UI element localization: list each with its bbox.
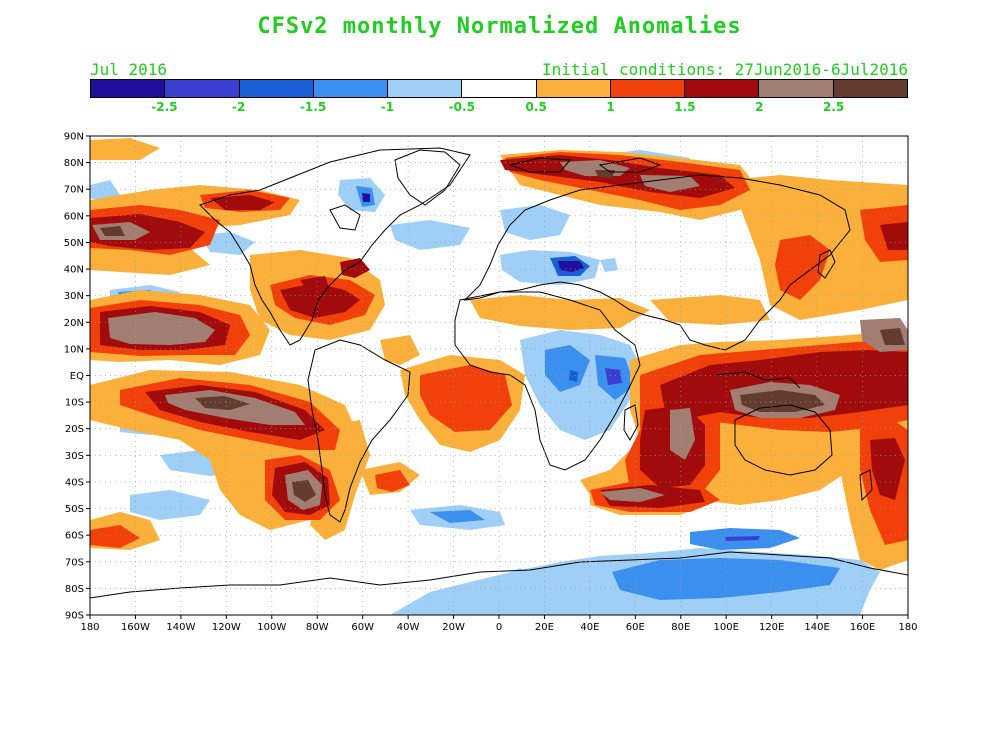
lat-label: 50S xyxy=(65,504,84,515)
lat-label: 10N xyxy=(64,344,84,355)
lon-label: 20W xyxy=(442,622,465,633)
latitude-labels: 90N 80N 70N 60N 50N 40N 30N 20N 10N EQ 10S 20S 30S 40… xyxy=(64,132,84,622)
color-bar-segment xyxy=(610,80,686,97)
color-bar-label: 1 xyxy=(606,100,615,114)
color-bar-segment xyxy=(239,80,314,97)
lon-label: 120E xyxy=(759,622,784,633)
longitude-labels: 180 160W 140W 120W 100W 80W 60W 40W 20W 0 20E 40E 60… xyxy=(80,622,917,633)
color-bar-segment xyxy=(759,80,834,97)
lat-label: 60S xyxy=(65,531,84,542)
color-bar-label: -2 xyxy=(232,100,246,114)
color-bar-segment xyxy=(165,80,240,97)
color-bar-label: 1.5 xyxy=(674,100,696,114)
color-bar-segment xyxy=(313,80,389,97)
color-bar-label: -2.5 xyxy=(151,100,178,114)
lon-label: 80W xyxy=(306,622,329,633)
lon-label: 0 xyxy=(496,622,502,633)
lon-label: 160W xyxy=(121,622,150,633)
lat-label: 20N xyxy=(64,318,84,329)
color-bar-segment xyxy=(91,80,166,97)
lat-label: 90N xyxy=(64,132,84,143)
coast-greenland xyxy=(394,149,461,206)
positive-anomaly-areas xyxy=(90,138,908,570)
coast-novaya-zemlya xyxy=(598,157,662,173)
color-bar-segment xyxy=(536,80,611,97)
coast-australia xyxy=(734,404,833,476)
lon-label: 140W xyxy=(166,622,195,633)
lat-label: 70N xyxy=(64,185,84,196)
lat-label: 40S xyxy=(65,477,84,488)
lon-label: 180 xyxy=(898,622,917,633)
lon-label: 40E xyxy=(580,622,599,633)
lat-label: EQ xyxy=(70,371,84,382)
coast-new-zealand xyxy=(859,469,873,502)
color-bar-segment xyxy=(685,80,760,97)
lon-label: 40W xyxy=(397,622,420,633)
coast-south-america xyxy=(307,339,411,523)
color-bar-label: 2.5 xyxy=(822,100,845,114)
lat-label: 50N xyxy=(64,238,84,249)
lon-label: 60W xyxy=(351,622,374,633)
lat-label: 20S xyxy=(65,424,84,435)
color-bar-labels: -2.5 -2 -1.5 -1 -0.5 0.5 1 1.5 2 2.5 xyxy=(90,100,908,116)
lon-label: 160E xyxy=(850,622,875,633)
anomaly-fields xyxy=(90,136,908,615)
lon-label: 100E xyxy=(714,622,739,633)
coast-hudson-bay xyxy=(329,204,361,231)
lon-label: 60E xyxy=(626,622,645,633)
color-bar-label: -1.5 xyxy=(299,100,327,114)
color-bar xyxy=(90,79,908,98)
map-title: CFSv2 monthly Normalized Anomalies xyxy=(257,14,742,39)
color-bar-segment xyxy=(388,80,463,97)
lat-label: 90S xyxy=(65,611,84,622)
coast-eurasia xyxy=(463,174,851,351)
lon-label: 20E xyxy=(535,622,554,633)
coast-svalbard xyxy=(508,157,572,173)
color-bar-label: 2 xyxy=(755,100,764,114)
valid-month-label: Jul 2016 xyxy=(90,60,168,79)
coast-madagascar xyxy=(623,404,639,442)
coast-north-america xyxy=(199,147,471,346)
lon-label: 100W xyxy=(257,622,286,633)
color-bar-segment xyxy=(833,80,907,97)
color-bar-label: 0.5 xyxy=(525,100,547,114)
lat-label: 30S xyxy=(65,451,84,462)
lon-label: 80E xyxy=(671,622,690,633)
coast-indonesia xyxy=(714,371,801,389)
lat-label: 60N xyxy=(64,211,84,222)
axis-ticks xyxy=(86,135,909,619)
lon-label: 140E xyxy=(804,622,829,633)
lon-label: 120W xyxy=(212,622,241,633)
lat-label: 80S xyxy=(65,584,84,595)
lat-label: 30N xyxy=(64,291,84,302)
color-bar-segment xyxy=(462,80,537,97)
lat-label: 40N xyxy=(64,265,84,276)
color-bar-label: -0.5 xyxy=(448,100,475,114)
coast-japan xyxy=(817,249,836,279)
lat-label: 70S xyxy=(65,557,84,568)
coast-antarctica xyxy=(90,551,908,599)
color-bar-label: -1 xyxy=(380,100,395,114)
lat-label: 10S xyxy=(65,398,84,409)
lon-label: 180 xyxy=(80,622,99,633)
coastlines xyxy=(90,147,908,599)
lat-label: 80N xyxy=(64,158,84,169)
initial-conditions-label: Initial conditions: 27Jun2016-6Jul2016 xyxy=(541,60,908,79)
